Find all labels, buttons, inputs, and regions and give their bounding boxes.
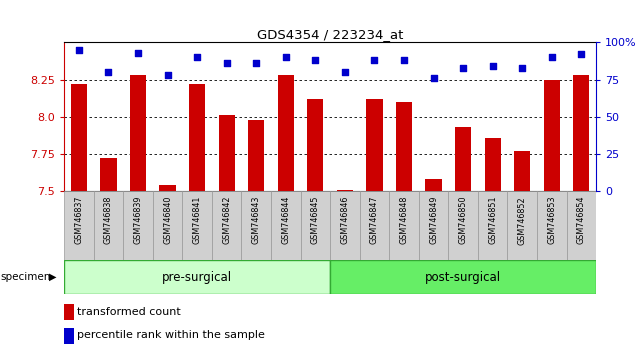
Text: ▶: ▶ [49,272,56,282]
Text: specimen: specimen [1,272,51,282]
Bar [64,304,74,320]
Point [340,69,350,75]
Bar [330,260,596,294]
Point [74,47,84,53]
Point [488,63,498,69]
Bar [278,75,294,191]
Text: GSM746854: GSM746854 [577,196,586,245]
Bar [478,191,508,260]
Point [162,72,172,78]
Bar [455,127,471,191]
Bar [219,115,235,191]
Bar [419,191,448,260]
Bar [248,120,264,191]
Bar [242,191,271,260]
Text: GSM746839: GSM746839 [133,196,142,245]
Bar [544,80,560,191]
Point [281,55,291,60]
Bar [160,185,176,191]
Text: GSM746853: GSM746853 [547,196,556,245]
Point [399,57,409,63]
Bar [567,191,596,260]
Bar [426,179,442,191]
Point [547,55,557,60]
Text: GSM746845: GSM746845 [311,196,320,245]
Bar [123,191,153,260]
Text: GSM746847: GSM746847 [370,196,379,245]
Bar [537,191,567,260]
Bar [301,191,330,260]
Text: GSM746849: GSM746849 [429,196,438,245]
Bar [64,191,94,260]
Bar [71,84,87,191]
Point [222,61,232,66]
Bar [182,191,212,260]
Bar [189,84,205,191]
Text: post-surgical: post-surgical [425,270,501,284]
Bar [271,191,301,260]
Text: percentile rank within the sample: percentile rank within the sample [78,330,265,340]
Text: GSM746841: GSM746841 [192,196,202,244]
Text: pre-surgical: pre-surgical [162,270,232,284]
Bar [360,191,389,260]
Bar [514,151,530,191]
Point [428,75,438,81]
Point [458,65,468,70]
Point [103,69,113,75]
Bar [330,191,360,260]
Text: GSM746840: GSM746840 [163,196,172,244]
Bar [100,159,117,191]
Bar [485,138,501,191]
Text: transformed count: transformed count [78,307,181,316]
Bar [573,75,590,191]
Bar [508,191,537,260]
Text: GSM746843: GSM746843 [252,196,261,244]
Point [251,61,262,66]
Bar [130,75,146,191]
Title: GDS4354 / 223234_at: GDS4354 / 223234_at [257,28,403,41]
Point [369,57,379,63]
Text: GSM746846: GSM746846 [340,196,349,244]
Text: GSM746842: GSM746842 [222,196,231,245]
Bar [389,191,419,260]
Text: GSM746837: GSM746837 [74,196,83,245]
Bar [396,102,412,191]
Point [576,52,587,57]
Bar [212,191,242,260]
Bar [366,99,383,191]
Bar [448,191,478,260]
Bar [307,99,324,191]
Text: GSM746852: GSM746852 [518,196,527,245]
Point [517,65,528,70]
Bar [94,191,123,260]
Text: GSM746844: GSM746844 [281,196,290,244]
Text: GSM746851: GSM746851 [488,196,497,245]
Bar [64,328,74,344]
Point [192,55,203,60]
Text: GSM746848: GSM746848 [399,196,408,244]
Point [310,57,320,63]
Text: GSM746838: GSM746838 [104,196,113,244]
Bar [337,190,353,191]
Bar [153,191,182,260]
Point [133,50,143,56]
Bar [64,260,330,294]
Text: GSM746850: GSM746850 [458,196,468,245]
